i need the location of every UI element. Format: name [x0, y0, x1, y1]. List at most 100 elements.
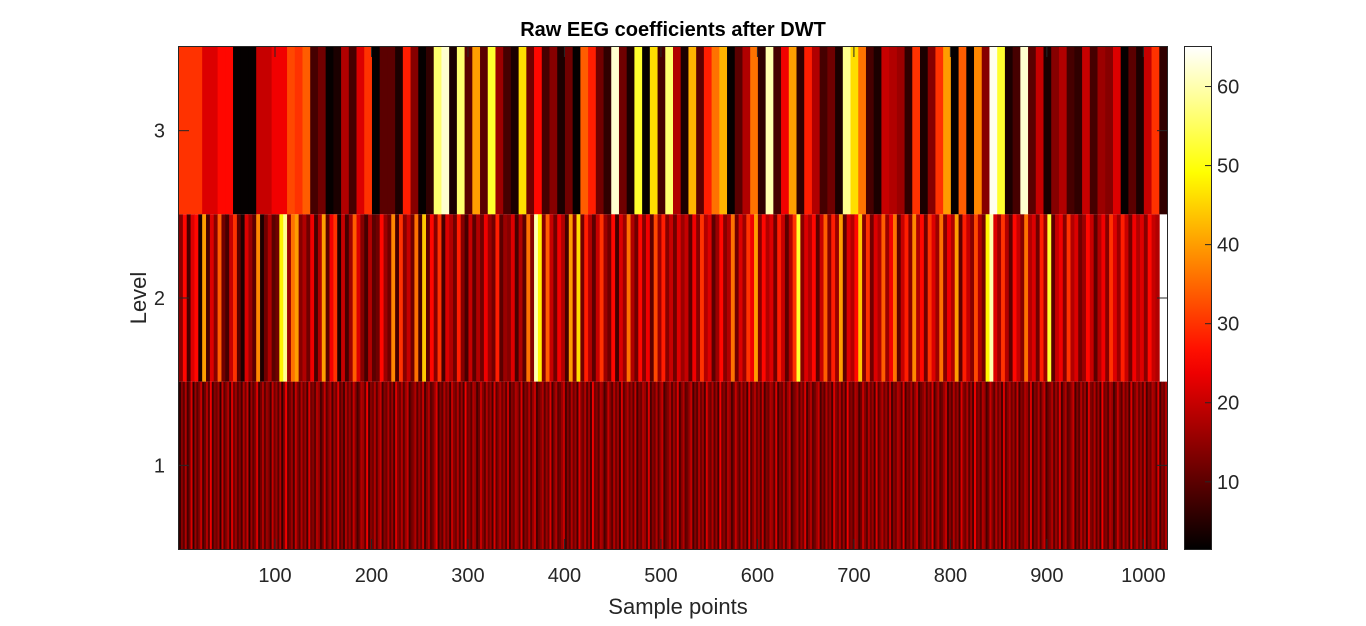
heatmap-cell-level-1 [371, 381, 375, 549]
heatmap-cell-level-3 [989, 47, 998, 215]
heatmap-cell-level-1 [1045, 381, 1048, 549]
heatmap-cell-level-1 [1064, 381, 1068, 549]
heatmap-cell-level-3 [935, 47, 944, 215]
heatmap-cell-level-1 [391, 381, 394, 549]
heatmap-cell-level-1 [478, 381, 481, 549]
heatmap-cell-level-3 [402, 47, 411, 215]
heatmap-cell-level-1 [694, 381, 697, 549]
heatmap-cell-level-1 [310, 381, 313, 549]
heatmap-cell-level-1 [582, 381, 585, 549]
heatmap-cell-level-3 [217, 47, 226, 215]
heatmap-cell-level-2 [823, 214, 828, 382]
heatmap-cell-level-2 [275, 214, 280, 382]
heatmap-cell-level-1 [1055, 381, 1058, 549]
heatmap-cell-level-3 [742, 47, 751, 215]
heatmap-cell-level-1 [277, 381, 280, 549]
heatmap-cell-level-3 [665, 47, 674, 215]
heatmap-cell-level-2 [344, 214, 350, 382]
heatmap-cell-level-2 [661, 214, 666, 382]
heatmap-cell-level-1 [1051, 381, 1054, 549]
heatmap-cell-level-2 [391, 214, 396, 382]
heatmap-cell-level-2 [209, 214, 215, 382]
heatmap-cell-level-2 [584, 214, 589, 382]
heatmap-cell-level-2 [557, 214, 562, 382]
heatmap-cell-level-2 [1078, 214, 1083, 382]
heatmap-cell-level-3 [734, 47, 743, 215]
heatmap-cell-level-3 [804, 47, 813, 215]
heatmap-cell-level-2 [495, 214, 500, 382]
heatmap-cell-level-2 [939, 214, 944, 382]
heatmap-cell-level-3 [981, 47, 990, 215]
heatmap-cell-level-1 [443, 381, 446, 549]
heatmap-cell-level-1 [398, 381, 402, 549]
heatmap-cell-level-1 [294, 381, 298, 549]
heatmap-cell-level-2 [449, 214, 454, 382]
heatmap-cell-level-3 [688, 47, 697, 215]
heatmap-cell-level-2 [954, 214, 959, 382]
heatmap-cell-level-1 [910, 381, 913, 549]
heatmap-cell-level-1 [941, 381, 944, 549]
heatmap-cell-level-2 [429, 214, 435, 382]
heatmap-cell-level-1 [207, 381, 211, 549]
heatmap-cell-level-2 [1132, 214, 1137, 382]
heatmap-cell-level-1 [806, 381, 809, 549]
heatmap-cell-level-2 [607, 214, 612, 382]
chart-title: Raw EEG coefficients after DWT [520, 19, 826, 41]
heatmap-cell-level-1 [252, 381, 255, 549]
heatmap-cell-level-1 [1006, 381, 1010, 549]
heatmap-cell-level-1 [316, 381, 319, 549]
heatmap-cell-level-1 [1134, 381, 1137, 549]
heatmap-cell-level-2 [962, 214, 967, 382]
heatmap-cell-level-1 [354, 381, 357, 549]
heatmap-cell-level-1 [300, 381, 303, 549]
heatmap-cell-level-1 [1026, 381, 1029, 549]
heatmap-cell-level-3 [1097, 47, 1106, 215]
heatmap-cell-level-1 [454, 381, 458, 549]
heatmap-cell-level-1 [877, 381, 880, 549]
heatmap-cell-level-1 [1012, 381, 1015, 549]
heatmap-cell-level-2 [981, 214, 987, 382]
heatmap-cell-level-1 [838, 381, 842, 549]
heatmap-cell-level-3 [449, 47, 458, 215]
heatmap-cell-level-1 [1084, 381, 1087, 549]
heatmap-cell-level-3 [673, 47, 682, 215]
heatmap-cell-level-1 [1080, 381, 1083, 549]
heatmap-cell-level-1 [821, 381, 824, 549]
heatmap-cell-level-2 [398, 214, 404, 382]
heatmap-cell-level-2 [611, 214, 616, 382]
heatmap-cell-level-1 [680, 381, 684, 549]
heatmap-cell-level-1 [348, 381, 352, 549]
heatmap-cell-level-1 [337, 381, 340, 549]
heatmap-cell-level-2 [499, 214, 504, 382]
heatmap-cell-level-2 [426, 214, 431, 382]
heatmap-cell-level-3 [703, 47, 712, 215]
heatmap-cell-level-2 [487, 214, 493, 382]
heatmap-cell-level-1 [535, 381, 539, 549]
heatmap-cell-level-1 [344, 381, 348, 549]
heatmap-cell-level-2 [634, 214, 639, 382]
heatmap-cell-level-1 [1153, 381, 1156, 549]
heatmap-cell-level-2 [1008, 214, 1014, 382]
heatmap-cell-level-1 [947, 381, 950, 549]
heatmap-cell-level-1 [1066, 381, 1069, 549]
heatmap-cell-level-3 [294, 47, 303, 215]
heatmap-cell-level-2 [256, 214, 261, 382]
heatmap-cell-level-1 [1031, 381, 1035, 549]
heatmap-cell-level-1 [730, 381, 734, 549]
heatmap-cell-level-2 [881, 214, 886, 382]
heatmap-cell-level-1 [960, 381, 963, 549]
heatmap-cell-level-1 [999, 381, 1002, 549]
heatmap-cell-level-2 [279, 214, 284, 382]
heatmap-cell-level-1 [304, 381, 307, 549]
heatmap-cell-level-1 [453, 381, 456, 549]
y-tick-label: 2 [154, 288, 165, 310]
heatmap-cell-level-1 [1105, 381, 1108, 549]
colorbar-ticks: 10 20 30 40 50 60 [1205, 77, 1239, 494]
heatmap-cell-level-3 [333, 47, 342, 215]
heatmap-cell-level-1 [852, 381, 855, 549]
heatmap-cell-level-2 [676, 214, 682, 382]
heatmap-cell-level-1 [798, 381, 801, 549]
heatmap-cell-level-1 [682, 381, 685, 549]
heatmap-cell-level-2 [553, 214, 558, 382]
heatmap-cell-level-1 [404, 381, 408, 549]
